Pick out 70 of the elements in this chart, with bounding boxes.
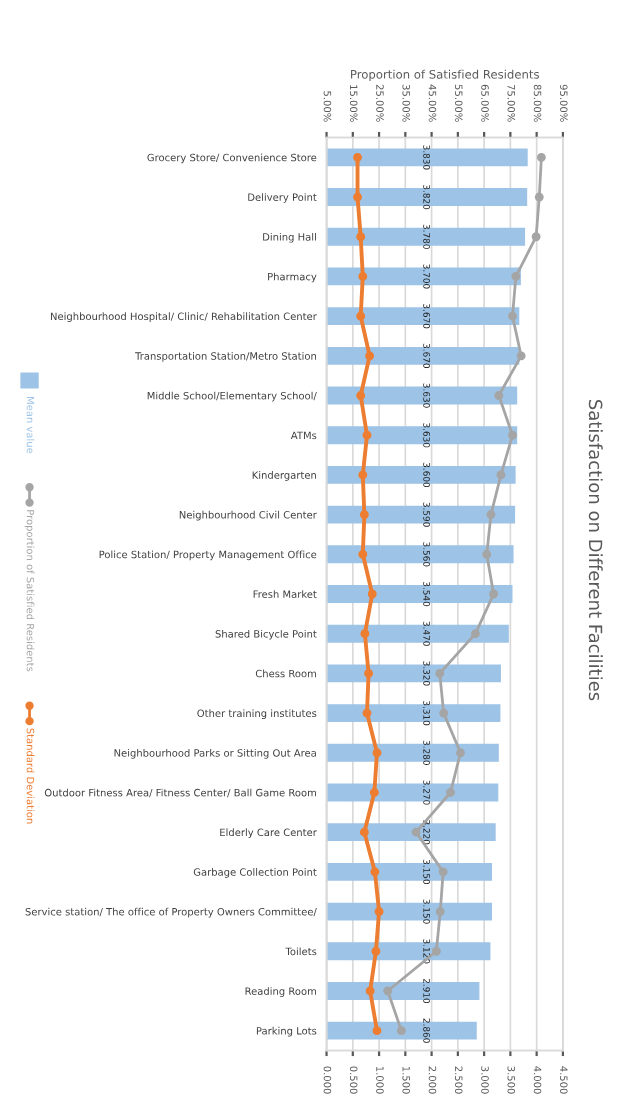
point	[496, 470, 506, 480]
point	[362, 430, 372, 440]
point	[494, 391, 504, 400]
point	[356, 391, 366, 400]
point	[365, 986, 375, 996]
point	[531, 232, 541, 242]
point	[372, 1026, 382, 1036]
point	[362, 708, 372, 718]
bar	[326, 585, 513, 603]
point	[370, 867, 380, 877]
point	[438, 867, 448, 877]
point	[364, 668, 374, 678]
bar	[326, 902, 492, 921]
point	[435, 668, 445, 678]
point	[367, 589, 377, 599]
point	[411, 827, 421, 837]
bar	[326, 267, 521, 286]
point	[358, 549, 368, 559]
bar	[326, 545, 514, 564]
point	[508, 430, 517, 440]
point	[358, 470, 368, 480]
bar	[326, 624, 509, 643]
point	[360, 629, 370, 639]
point	[456, 748, 465, 758]
point	[435, 907, 445, 917]
point	[482, 549, 492, 559]
text: Satisfaction on Different Facilities	[588, 399, 603, 701]
bar	[326, 188, 528, 206]
bar	[326, 783, 499, 802]
bar	[326, 307, 520, 326]
bar	[326, 426, 518, 445]
point	[353, 152, 362, 162]
bar	[326, 982, 480, 1000]
point	[365, 351, 375, 361]
point	[471, 629, 480, 639]
point	[369, 788, 379, 797]
point	[374, 907, 384, 917]
point	[536, 152, 546, 162]
bar	[326, 704, 501, 723]
bar	[326, 743, 499, 762]
point	[508, 311, 517, 321]
point	[439, 708, 449, 718]
bar	[326, 942, 491, 961]
bar	[326, 465, 516, 484]
point	[356, 311, 366, 321]
point	[516, 351, 526, 361]
point	[372, 748, 382, 758]
point	[359, 510, 369, 520]
bar	[326, 1021, 477, 1040]
point	[511, 271, 521, 281]
point	[371, 946, 381, 956]
point	[353, 192, 362, 202]
bar	[326, 862, 492, 881]
bar	[326, 823, 496, 842]
point	[396, 1026, 406, 1036]
bar	[326, 148, 528, 167]
bar	[326, 386, 518, 405]
point	[486, 510, 496, 520]
point	[383, 986, 393, 996]
bar	[326, 664, 501, 683]
point	[534, 192, 544, 202]
bar	[326, 505, 516, 524]
point	[356, 232, 366, 242]
point	[431, 946, 441, 956]
point	[489, 589, 499, 599]
point	[446, 788, 455, 797]
point	[359, 827, 369, 837]
bar	[326, 227, 526, 246]
bar	[326, 346, 520, 365]
point	[358, 271, 368, 281]
